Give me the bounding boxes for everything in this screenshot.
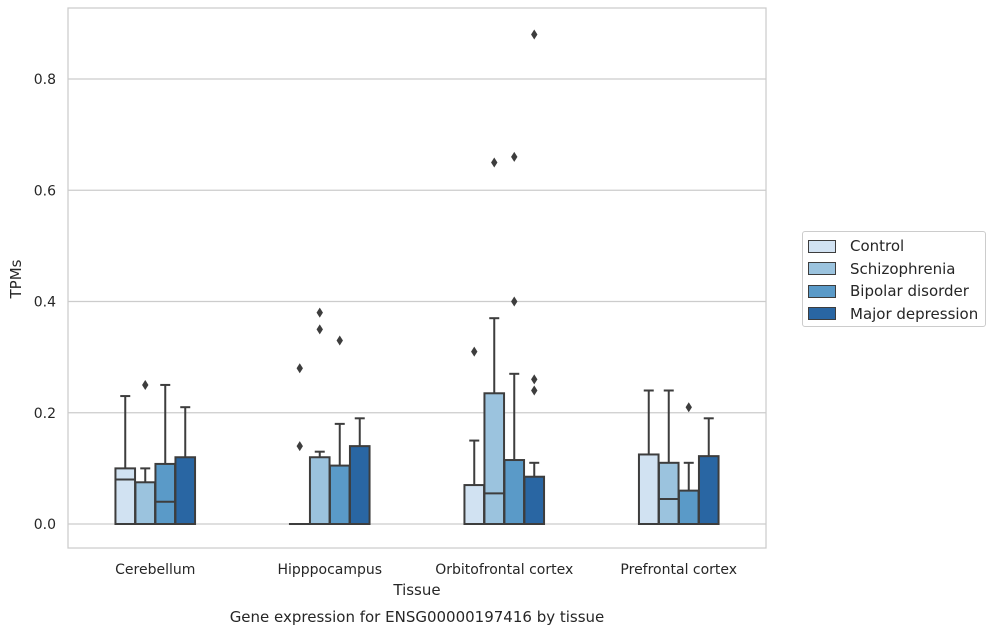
outlier-marker xyxy=(511,151,518,162)
outlier-marker xyxy=(531,385,538,396)
box-group xyxy=(503,151,526,525)
box-group xyxy=(483,157,506,525)
box xyxy=(174,456,197,525)
box xyxy=(348,445,371,525)
box-group xyxy=(697,417,720,526)
box-group xyxy=(308,307,331,525)
boxes xyxy=(114,29,720,526)
box xyxy=(463,484,486,525)
box-group xyxy=(288,363,311,526)
y-tick-label: 0.2 xyxy=(34,406,56,422)
outlier-marker xyxy=(531,29,538,40)
outlier-marker xyxy=(142,379,149,390)
chart-caption: Gene expression for ENSG00000197416 by t… xyxy=(230,608,605,626)
outlier-marker xyxy=(685,402,692,413)
legend-swatch xyxy=(808,262,836,276)
box-group xyxy=(154,383,177,525)
legend-label: Bipolar disorder xyxy=(850,282,969,301)
legend-item: Control xyxy=(803,235,985,258)
x-axis-label: Tissue xyxy=(392,581,440,599)
box xyxy=(483,392,506,525)
box xyxy=(637,453,660,525)
legend-swatch xyxy=(808,284,836,298)
legend-item: Bipolar disorder xyxy=(803,280,985,303)
legend-label: Major depression xyxy=(850,304,979,323)
legend-label: Control xyxy=(850,237,905,256)
outlier-marker xyxy=(296,363,303,374)
box xyxy=(657,461,680,525)
legend-item: Schizophrenia xyxy=(803,258,985,281)
legend: Control Schizophrenia Bipolar disorder Majo… xyxy=(802,231,986,327)
y-tick-labels: 0.0 0.2 0.4 0.6 0.8 xyxy=(34,72,56,533)
outlier-marker xyxy=(471,346,478,357)
box-group xyxy=(114,395,137,525)
box xyxy=(523,475,546,525)
plot-area-frame xyxy=(67,7,767,549)
x-tick-label: Prefrontal cortex xyxy=(620,562,737,578)
outlier-marker xyxy=(316,307,323,318)
box xyxy=(134,481,157,525)
y-axis-label: TPMs xyxy=(7,259,25,299)
legend-swatch xyxy=(808,239,836,253)
y-tick-label: 0.6 xyxy=(34,183,56,199)
outlier-marker xyxy=(531,374,538,385)
box-group xyxy=(657,389,680,525)
box-group xyxy=(134,379,157,525)
box-group xyxy=(463,346,486,525)
box xyxy=(677,489,700,525)
outlier-marker xyxy=(336,335,343,346)
y-tick-label: 0.4 xyxy=(34,295,56,311)
legend-label: Schizophrenia xyxy=(850,259,956,278)
grid-lines xyxy=(68,78,766,525)
box-group xyxy=(637,389,660,525)
box xyxy=(503,459,526,525)
x-tick-label: Orbitofrontal cortex xyxy=(435,562,573,578)
x-tick-label: Cerebellum xyxy=(115,562,195,578)
box-group xyxy=(348,417,371,525)
outlier-marker xyxy=(316,324,323,335)
outlier-marker xyxy=(511,296,518,307)
box xyxy=(697,455,720,526)
legend-item: Major depression xyxy=(803,303,985,326)
box-group xyxy=(328,335,351,525)
box-group xyxy=(523,29,546,525)
y-tick-label: 0.8 xyxy=(34,72,56,88)
outlier-marker xyxy=(296,441,303,452)
outlier-marker xyxy=(491,157,498,168)
x-tick-labels: Cerebellum Hipppocampus Orbitofrontal cort… xyxy=(115,562,737,578)
box-group xyxy=(174,406,197,525)
box xyxy=(308,456,331,525)
legend-swatch xyxy=(808,307,836,321)
x-tick-label: Hipppocampus xyxy=(277,562,382,578)
box xyxy=(114,467,137,525)
box xyxy=(328,464,351,525)
box xyxy=(154,462,177,525)
box-group xyxy=(677,402,700,525)
y-tick-label: 0.0 xyxy=(34,517,56,533)
